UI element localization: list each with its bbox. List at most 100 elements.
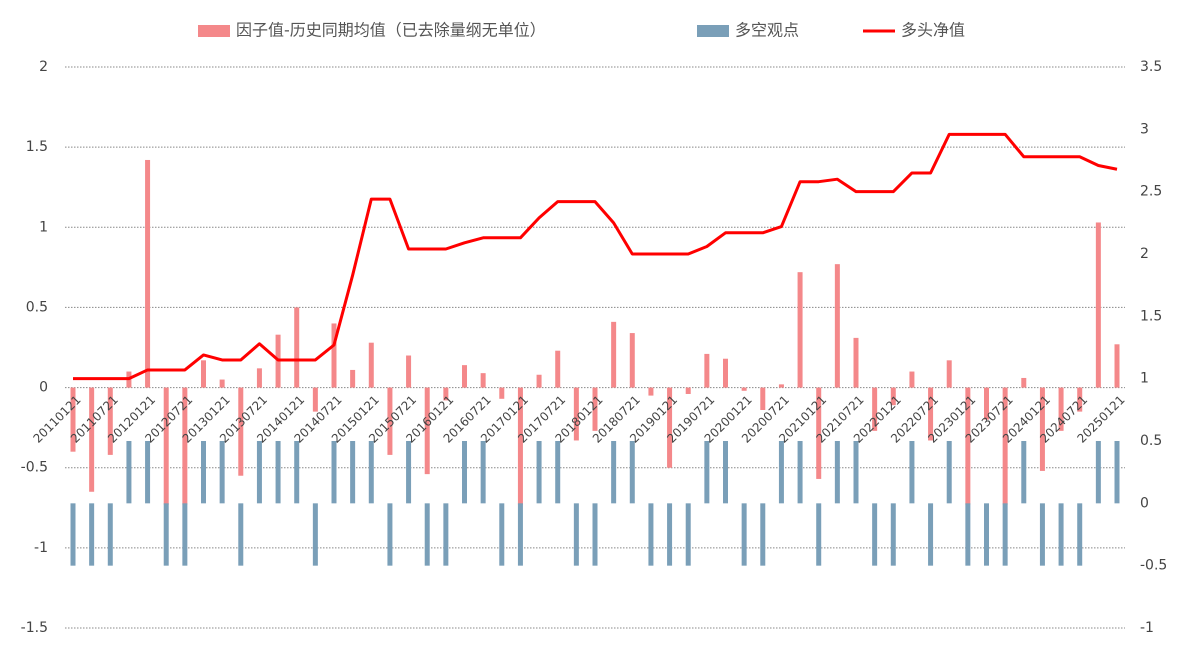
bar [648,503,654,566]
bar [480,373,486,388]
bar [872,503,878,566]
bar [387,387,393,455]
y2-tick-label: 1 [1140,371,1149,387]
bar [1058,387,1064,431]
bar [350,369,356,388]
bar [741,503,747,566]
bar [443,503,449,566]
bar [1095,222,1101,388]
bar [182,387,188,505]
bar [890,503,896,566]
bar [667,503,673,566]
bar [517,387,523,505]
y-tick-label: -1.5 [21,620,48,636]
y2-tick-label: 2.5 [1140,184,1162,200]
bar [350,441,356,504]
bar [201,441,206,504]
bar [1039,503,1045,566]
bar [1077,503,1083,566]
bar [629,441,635,504]
bar [797,441,803,504]
bar [1114,441,1120,504]
bar [387,503,393,566]
bar [182,503,188,566]
legend-swatch [198,25,230,37]
bar [555,350,561,388]
bar [424,387,430,475]
bar [555,441,561,504]
bar [685,503,691,566]
bar [611,441,617,504]
bar [256,368,262,388]
y-tick-label: 0.5 [26,299,48,315]
bar [872,387,878,431]
bar [499,503,505,566]
bar [406,355,412,388]
bar [667,387,673,468]
bar [573,387,579,441]
bar [1039,387,1045,471]
bar [163,503,169,566]
bar [368,342,374,388]
bar [107,387,113,455]
bar [163,387,169,505]
y-tick-label: 0 [39,380,48,396]
bar [1095,441,1101,504]
bar [145,159,151,388]
bar [723,441,728,504]
bar [1021,441,1027,504]
bar [909,441,915,504]
bar [536,374,542,388]
y2-tick-label: 3 [1140,121,1149,137]
bar [275,441,281,504]
y-tick-label: -0.5 [21,460,48,476]
bar [928,503,934,566]
bar [331,441,337,504]
y-tick-label: 1.5 [26,139,48,155]
bar [89,503,95,566]
bar [928,387,934,441]
legend-swatch [697,25,729,37]
bar [778,384,784,388]
bar [816,503,822,566]
bar [1114,344,1120,388]
bar [648,387,654,396]
bar [1077,387,1083,412]
y2-tick-label: 0 [1140,495,1149,511]
legend-label: 因子值-历史同期均值（已去除量纲无单位） [236,21,546,40]
bar [853,441,859,504]
bar [984,503,989,566]
bar [368,441,374,504]
bar [145,441,151,504]
bar [760,387,766,411]
bar [238,503,244,566]
bar [592,503,598,566]
y2-tick-label: 0.5 [1140,433,1162,449]
bar [741,387,747,391]
bar [238,387,244,476]
y2-tick-label: -1 [1140,620,1154,636]
bar [443,387,449,401]
bar [834,264,840,388]
bar [517,503,523,566]
bar [294,441,300,504]
y2-tick-label: 1.5 [1140,308,1162,324]
bar [834,441,840,504]
bar [760,503,766,566]
legend-label: 多空观点 [735,21,799,40]
bar [723,358,728,388]
bar [107,503,113,566]
bar [946,360,952,388]
bar [1002,503,1008,566]
bar [704,353,710,388]
bar [611,321,617,388]
legend-label: 多头净值 [901,21,965,40]
bar [256,441,262,504]
legend: 因子值-历史同期均值（已去除量纲无单位） 多空观点 多头净值 [198,21,965,40]
bar [853,337,859,388]
bar [704,441,710,504]
y-tick-label: 1 [39,219,48,235]
bar [89,387,95,492]
bar [406,441,412,504]
